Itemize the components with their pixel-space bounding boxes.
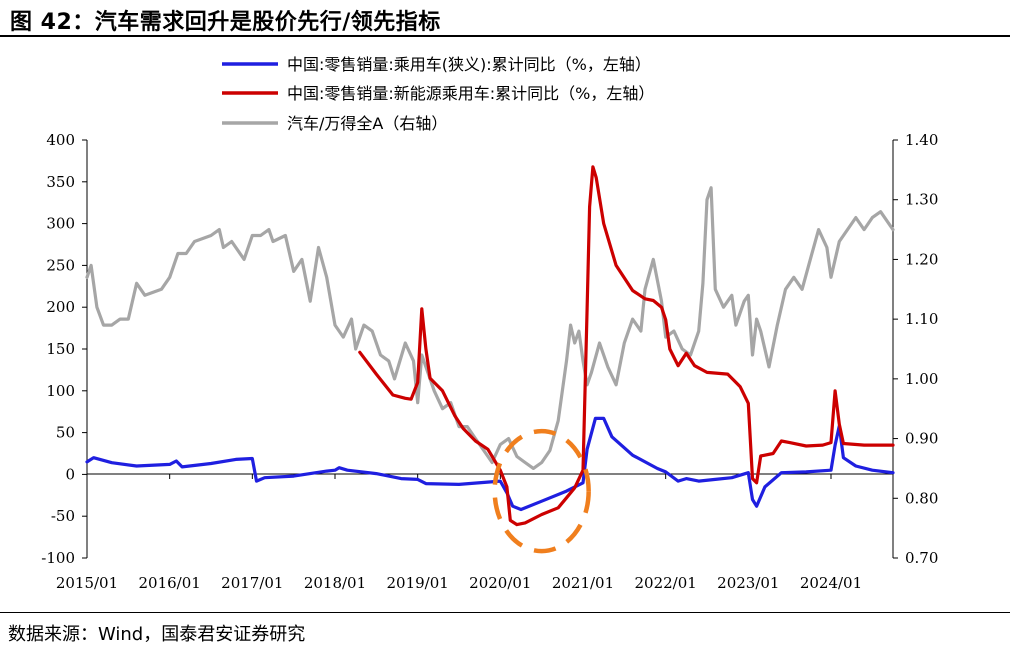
legend-label-2: 中国:零售销量:新能源乘用车:累计同比（%，左轴） — [287, 84, 654, 103]
x-tick-label: 2022/01 — [635, 574, 697, 592]
legend-label-3: 汽车/万得全A（右轴） — [287, 114, 447, 133]
series-line-3 — [85, 186, 895, 470]
left-tick-label: 0 — [65, 465, 75, 483]
page-title: 图 42：汽车需求回升是股价先行/领先指标 — [10, 10, 441, 35]
series-line-1 — [85, 416, 895, 512]
x-tick-label: 2024/01 — [800, 574, 862, 592]
x-tick-label: 2020/01 — [469, 574, 531, 592]
legend: 中国:零售销量:乘用车(狭义):累计同比（%，左轴） 中国:零售销量:新能源乘用车… — [222, 55, 654, 133]
right-tick-label: 1.40 — [905, 131, 938, 149]
right-tick-label: 1.10 — [905, 310, 938, 328]
x-tick-label: 2023/01 — [717, 574, 779, 592]
left-tick-label: 150 — [46, 340, 75, 358]
source-note: 数据来源：Wind，国泰君安证券研究 — [8, 624, 306, 645]
annotation-layer — [492, 428, 591, 554]
x-tick-label: 2021/01 — [552, 574, 614, 592]
right-tick-label: 1.20 — [905, 250, 938, 268]
right-tick-label: 0.70 — [905, 549, 938, 567]
right-tick-label: 0.80 — [905, 489, 938, 507]
left-tick-label: -100 — [41, 549, 75, 567]
x-tick-label: 2015/01 — [56, 574, 118, 592]
left-tick-label: 100 — [46, 382, 75, 400]
x-tick-label: 2017/01 — [221, 574, 283, 592]
left-tick-label: 200 — [46, 298, 75, 316]
left-tick-label: 50 — [56, 424, 75, 442]
right-tick-label: 0.90 — [905, 430, 938, 448]
right-tick-label: 1.30 — [905, 191, 938, 209]
x-tick-label: 2019/01 — [387, 574, 449, 592]
x-tick-label: 2016/01 — [139, 574, 201, 592]
right-tick-label: 1.00 — [905, 370, 938, 388]
left-tick-label: 350 — [46, 173, 75, 191]
left-tick-label: 300 — [46, 215, 75, 233]
axis-layer: 400 350 300 250 200 150 100 50 0 -50 -100 1.40 1.30 1… — [41, 131, 938, 592]
highlight-ellipse — [492, 428, 591, 554]
footer-divider — [0, 612, 1010, 613]
left-tick-label: -50 — [51, 507, 75, 525]
x-tick-label: 2018/01 — [304, 574, 366, 592]
left-tick-label: 250 — [46, 256, 75, 274]
series-line-2 — [358, 165, 895, 527]
left-tick-label: 400 — [46, 131, 75, 149]
legend-label-1: 中国:零售销量:乘用车(狭义):累计同比（%，左轴） — [287, 55, 651, 74]
title-divider — [0, 35, 1010, 37]
series-layer — [85, 165, 895, 527]
